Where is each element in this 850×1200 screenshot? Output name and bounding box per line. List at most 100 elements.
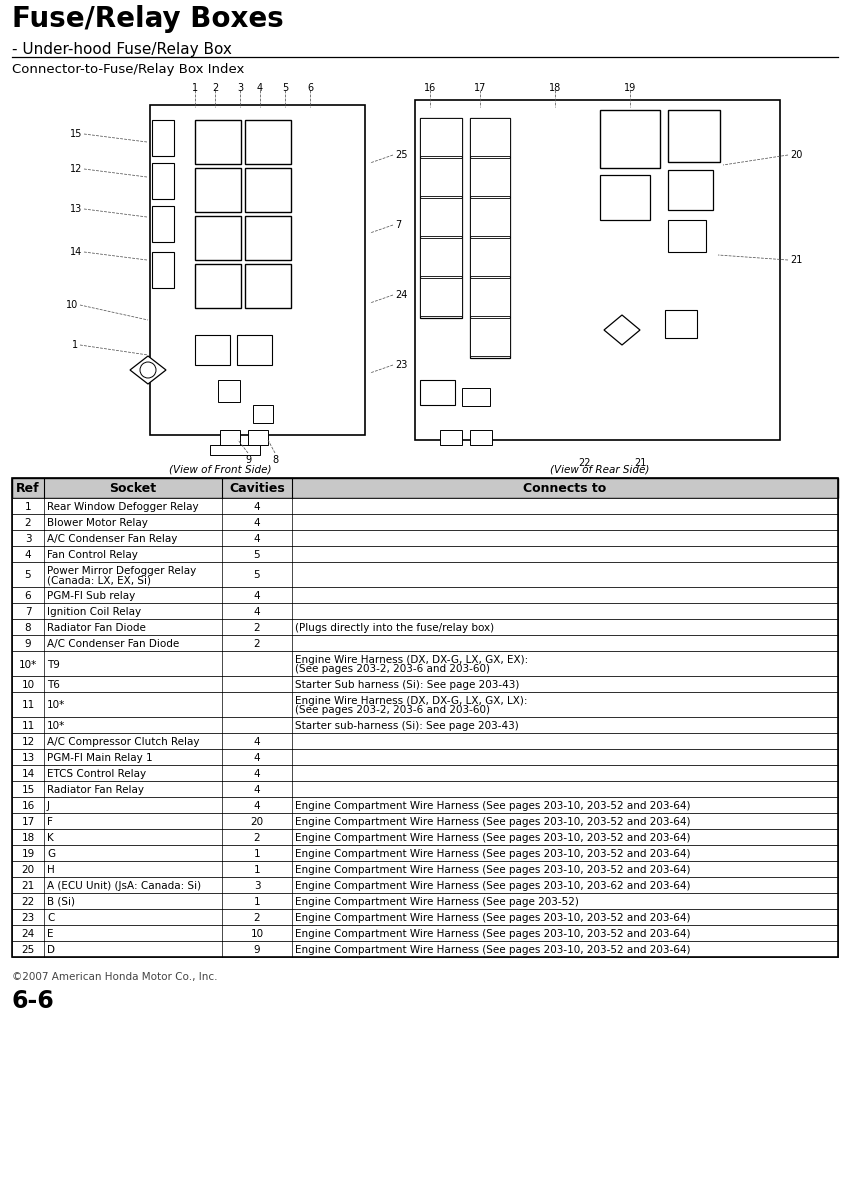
Polygon shape	[130, 356, 166, 384]
Bar	[12, 498, 838, 514]
Text: 21: 21	[634, 458, 646, 468]
Bar	[668, 110, 720, 162]
Text: (View of Front Side): (View of Front Side)	[169, 464, 271, 475]
Bar	[462, 388, 490, 406]
Text: (View of Rear Side): (View of Rear Side)	[550, 464, 649, 475]
Text: 10: 10	[21, 680, 35, 690]
Text: 4: 4	[253, 502, 260, 512]
Bar	[220, 430, 240, 445]
Text: Radiator Fan Relay: Radiator Fan Relay	[47, 785, 144, 794]
Bar	[668, 220, 706, 252]
Text: G: G	[47, 850, 55, 859]
Text: Engine Compartment Wire Harness (See pages 203-10, 203-52 and 203-64): Engine Compartment Wire Harness (See pag…	[295, 817, 690, 827]
Text: Connector-to-Fuse/Relay Box Index: Connector-to-Fuse/Relay Box Index	[12, 62, 245, 76]
Text: 7: 7	[25, 607, 31, 617]
Bar	[420, 118, 462, 318]
Bar	[470, 118, 510, 156]
Text: 4: 4	[253, 534, 260, 544]
Text: 4: 4	[253, 785, 260, 794]
Bar	[470, 278, 510, 316]
Text: Engine Compartment Wire Harness (See pages 203-10, 203-52 and 203-64): Engine Compartment Wire Harness (See pag…	[295, 946, 690, 955]
Text: Cavities: Cavities	[230, 482, 285, 496]
Bar	[152, 252, 174, 288]
Text: 1: 1	[72, 340, 78, 350]
Text: 8: 8	[25, 623, 31, 634]
Text: 5: 5	[25, 570, 31, 581]
Text: 24: 24	[395, 290, 407, 300]
Text: 1: 1	[253, 865, 260, 875]
Text: 4: 4	[253, 769, 260, 779]
Text: (Plugs directly into the fuse/relay box): (Plugs directly into the fuse/relay box)	[295, 623, 494, 634]
Bar	[245, 264, 291, 308]
Text: A (ECU Unit) (JsA: Canada: Si): A (ECU Unit) (JsA: Canada: Si)	[47, 881, 201, 890]
Text: Engine Compartment Wire Harness (See pages 203-10, 203-52 and 203-64): Engine Compartment Wire Harness (See pag…	[295, 850, 690, 859]
Text: 5: 5	[253, 550, 260, 560]
Bar	[600, 175, 650, 220]
Text: 2: 2	[212, 83, 218, 92]
Text: 20: 20	[21, 865, 35, 875]
Bar	[195, 216, 241, 260]
Circle shape	[140, 362, 156, 378]
Text: Engine Wire Harness (DX, DX-G, LX, GX, EX):: Engine Wire Harness (DX, DX-G, LX, GX, E…	[295, 655, 528, 665]
Text: 20: 20	[790, 150, 802, 160]
Text: A/C Condenser Fan Relay: A/C Condenser Fan Relay	[47, 534, 178, 544]
Bar	[12, 829, 838, 845]
Bar	[195, 120, 241, 164]
Text: 1: 1	[192, 83, 198, 92]
Bar	[12, 877, 838, 893]
Bar	[12, 478, 838, 498]
Text: 9: 9	[245, 455, 251, 464]
Text: 2: 2	[253, 623, 260, 634]
Bar	[12, 781, 838, 797]
Bar	[420, 118, 462, 156]
Text: Radiator Fan Diode: Radiator Fan Diode	[47, 623, 146, 634]
Bar	[218, 380, 240, 402]
Text: 17: 17	[21, 817, 35, 827]
Bar	[600, 110, 660, 168]
Bar	[415, 100, 780, 440]
Bar	[210, 445, 260, 455]
Text: 10: 10	[65, 300, 78, 310]
Text: Engine Compartment Wire Harness (See pages 203-10, 203-52 and 203-64): Engine Compartment Wire Harness (See pag…	[295, 833, 690, 842]
Text: 7: 7	[395, 220, 401, 230]
Text: 4: 4	[253, 590, 260, 601]
Text: Fan Control Relay: Fan Control Relay	[47, 550, 138, 560]
Bar	[12, 635, 838, 650]
Text: B (Si): B (Si)	[47, 898, 75, 907]
Text: (See pages 203-2, 203-6 and 203-60): (See pages 203-2, 203-6 and 203-60)	[295, 665, 490, 674]
Text: T6: T6	[47, 680, 60, 690]
Bar	[470, 158, 510, 196]
Bar	[420, 278, 462, 316]
Text: K: K	[47, 833, 54, 842]
Text: 24: 24	[21, 929, 35, 938]
Bar	[12, 716, 838, 733]
Text: 16: 16	[21, 802, 35, 811]
Text: Starter Sub harness (Si): See page 203-43): Starter Sub harness (Si): See page 203-4…	[295, 680, 519, 690]
Text: 4: 4	[253, 754, 260, 763]
Text: 16: 16	[424, 83, 436, 92]
Text: 3: 3	[253, 881, 260, 890]
Bar	[440, 430, 462, 445]
Text: 4: 4	[253, 607, 260, 617]
Bar	[150, 104, 365, 434]
Text: 9: 9	[253, 946, 260, 955]
Bar	[12, 692, 838, 716]
Bar	[12, 749, 838, 766]
Text: 21: 21	[21, 881, 35, 890]
Text: 1: 1	[253, 850, 260, 859]
Text: 13: 13	[21, 754, 35, 763]
Text: Engine Compartment Wire Harness (See pages 203-10, 203-52 and 203-64): Engine Compartment Wire Harness (See pag…	[295, 929, 690, 938]
Text: 11: 11	[21, 721, 35, 731]
Bar	[12, 766, 838, 781]
Text: 12: 12	[70, 164, 82, 174]
Text: 22: 22	[579, 458, 592, 468]
Text: 3: 3	[237, 83, 243, 92]
Text: 14: 14	[21, 769, 35, 779]
Text: 18: 18	[549, 83, 561, 92]
Text: - Under-hood Fuse/Relay Box: - Under-hood Fuse/Relay Box	[12, 42, 232, 56]
Text: Engine Compartment Wire Harness (See pages 203-10, 203-52 and 203-64): Engine Compartment Wire Harness (See pag…	[295, 865, 690, 875]
Text: Ref: Ref	[16, 482, 40, 496]
Text: Engine Compartment Wire Harness (See pages 203-10, 203-62 and 203-64): Engine Compartment Wire Harness (See pag…	[295, 881, 690, 890]
Bar	[12, 530, 838, 546]
Bar	[665, 310, 697, 338]
